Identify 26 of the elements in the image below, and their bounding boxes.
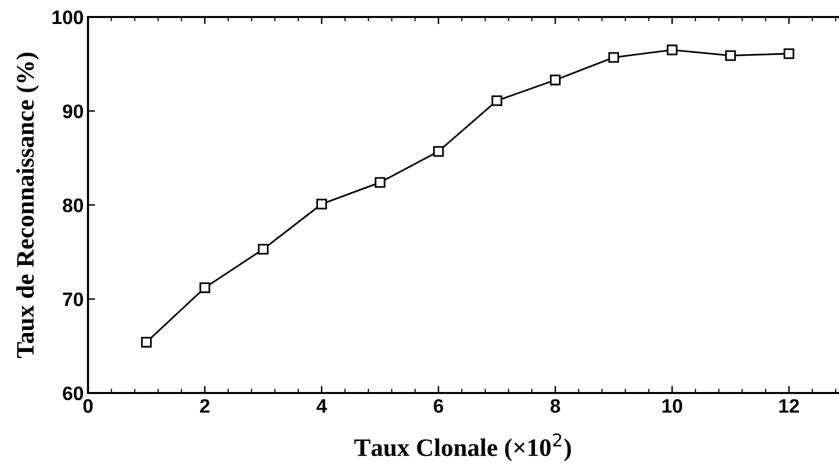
y-tick-label: 90	[62, 104, 84, 118]
point	[433, 146, 444, 157]
x-tick-label: 2	[200, 399, 210, 413]
point	[608, 52, 620, 63]
point	[374, 177, 386, 188]
x-tick-label: 4	[316, 399, 327, 413]
y-tick-label: 80	[62, 198, 84, 212]
x-tick-label: 10	[662, 399, 682, 413]
y-tick-label: 70	[63, 292, 84, 306]
point	[666, 44, 678, 56]
x-tick-label: 12	[779, 399, 799, 413]
point	[492, 95, 502, 106]
point	[316, 198, 327, 210]
x-tick-label: 0	[83, 399, 93, 413]
y-tick-label: 100	[52, 10, 84, 24]
y-tick-label: 60	[62, 386, 84, 400]
point	[199, 282, 210, 294]
point	[258, 244, 269, 255]
x-tick-label: 8	[550, 399, 560, 413]
point	[784, 48, 794, 60]
point	[550, 74, 561, 86]
point	[725, 50, 736, 61]
y-axis-title: Taux de Reconnaissance (%)	[16, 52, 39, 358]
x-axis-title: Taux Clonale (×10$^{2}$)	[354, 433, 571, 462]
x-tick-label: 6	[434, 399, 444, 413]
point	[141, 336, 152, 348]
